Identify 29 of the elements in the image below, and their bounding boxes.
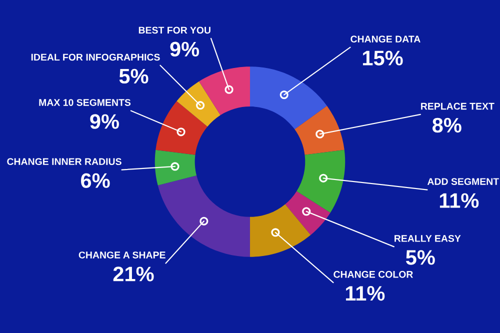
data-label: 15%	[362, 50, 403, 66]
donut-slice	[285, 191, 330, 236]
data-label: 9%	[170, 42, 200, 57]
donut-slice	[250, 204, 311, 257]
donut-slice	[250, 66, 327, 130]
data-label: 6%	[81, 173, 110, 188]
data-label: 21%	[113, 266, 154, 282]
slice-label: BEST FOR YOU	[138, 26, 210, 34]
donut-slice	[176, 81, 220, 127]
data-label: 11%	[440, 193, 479, 208]
slice-label: ADD SEGMENT	[427, 178, 499, 185]
data-label: 11%	[346, 286, 385, 301]
donut-slice	[199, 66, 250, 116]
slice-label: REALLY EASY	[394, 235, 461, 242]
slice-label: MAX 10 SEGMENTS	[39, 99, 131, 106]
slice-label: CHANGE INNER RADIUS	[7, 158, 122, 166]
slice-label: REPLACE TEXT	[421, 102, 494, 110]
donut-slice	[294, 106, 344, 155]
slice-label: IDEAL FOR INFOGRAPHICS	[31, 54, 160, 61]
donut-slice	[154, 150, 197, 186]
data-label: 5%	[119, 68, 148, 84]
donut-slice	[296, 150, 346, 213]
data-label: 9%	[90, 114, 119, 129]
data-label: 8%	[432, 118, 462, 133]
data-label: 5%	[406, 250, 435, 265]
donut-slice	[156, 101, 208, 155]
slice-label: CHANGE COLOR	[334, 270, 413, 278]
slice-label: CHANGE A SHAPE	[78, 252, 166, 258]
slice-label: CHANGE DATA	[350, 36, 420, 43]
